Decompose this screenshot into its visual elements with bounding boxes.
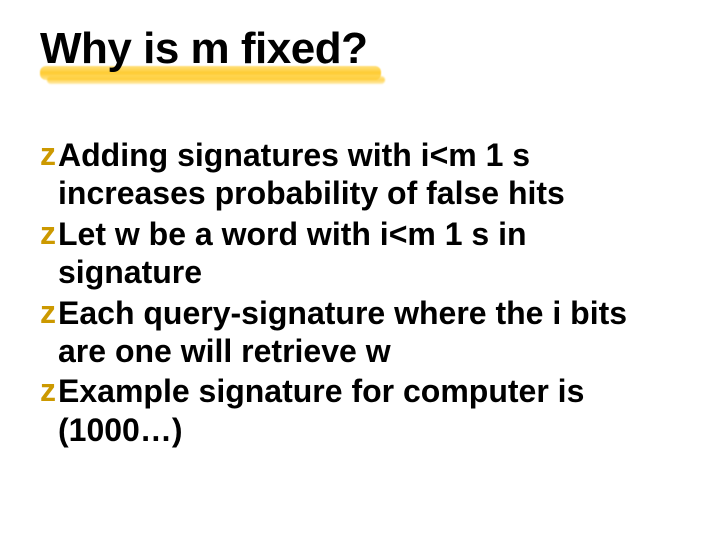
list-item: zEach query-signature where the i bits a…: [40, 294, 670, 371]
slide-title: Why is m fixed?: [40, 24, 367, 74]
list-item: zExample signature for computer is (1000…: [40, 372, 670, 449]
bullet-icon: z: [40, 215, 56, 253]
slide-body: zAdding signatures with i<m 1 s increase…: [40, 136, 680, 449]
slide: Why is m fixed? zAdding signatures with …: [0, 0, 720, 540]
list-item-text: Each query-signature where the i bits ar…: [58, 294, 670, 371]
bullet-icon: z: [40, 372, 56, 410]
list-item: zLet w be a word with i<m 1 s in signatu…: [40, 215, 670, 292]
list-item-text: Let w be a word with i<m 1 s in signatur…: [58, 215, 670, 292]
title-wrap: Why is m fixed?: [40, 24, 367, 74]
list-item-text: Adding signatures with i<m 1 s increases…: [58, 136, 670, 213]
bullet-icon: z: [40, 294, 56, 332]
bullet-icon: z: [40, 136, 56, 174]
list-item: zAdding signatures with i<m 1 s increase…: [40, 136, 670, 213]
list-item-text: Example signature for computer is (1000……: [58, 372, 670, 449]
